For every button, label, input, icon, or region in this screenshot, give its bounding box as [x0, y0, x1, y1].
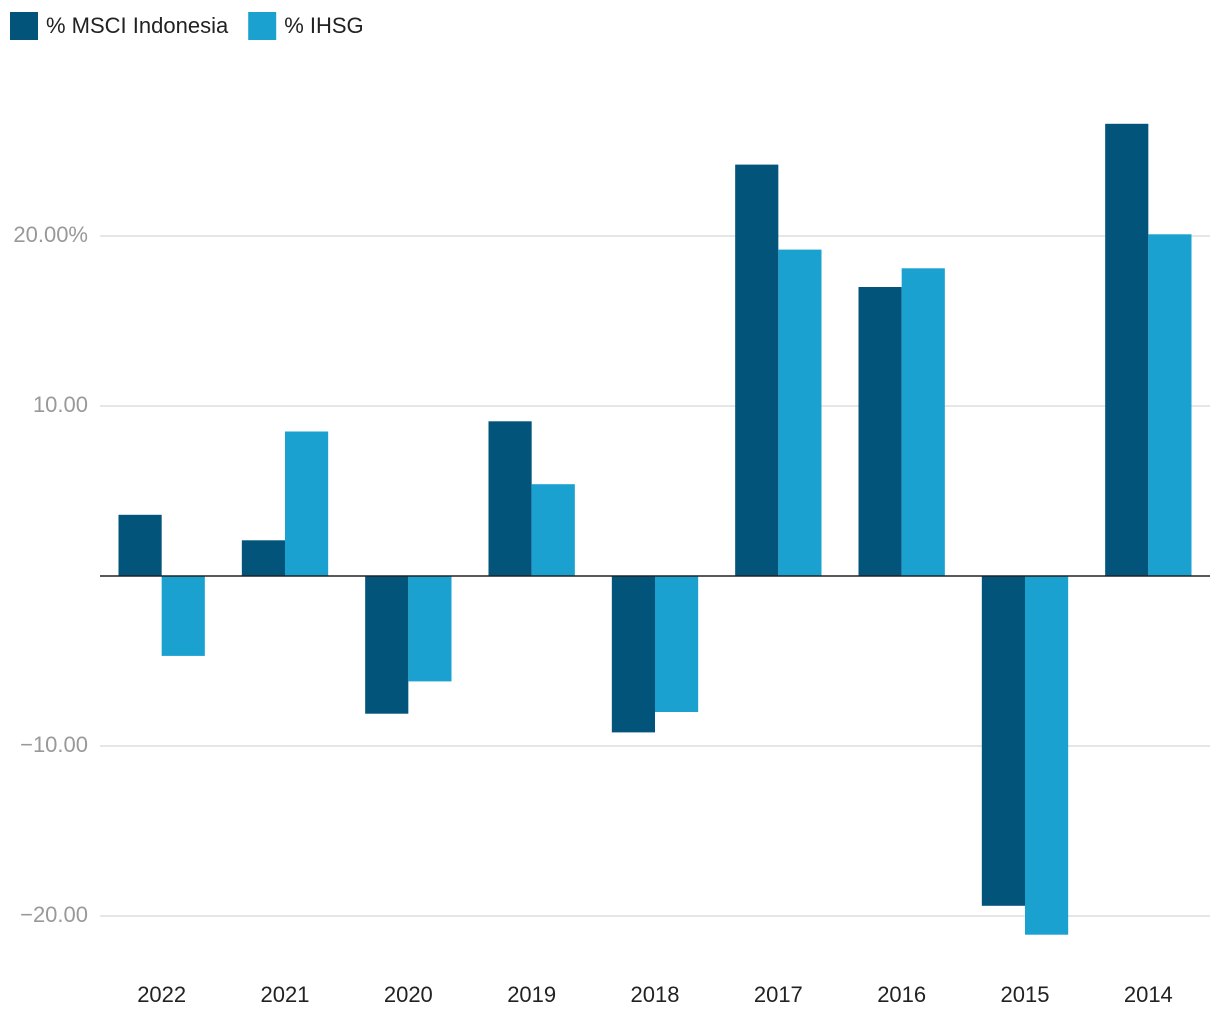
- y-tick-label: 20.00%: [13, 222, 88, 247]
- bar: [488, 421, 532, 576]
- bar: [655, 576, 699, 712]
- bar: [981, 576, 1025, 906]
- y-tick-label: 10.00: [33, 392, 88, 417]
- bar: [408, 576, 452, 682]
- x-tick-label: 2016: [877, 982, 926, 1007]
- x-tick-label: 2017: [754, 982, 803, 1007]
- legend-label: % IHSG: [284, 13, 363, 38]
- x-tick-label: 2018: [631, 982, 680, 1007]
- x-tick-label: 2015: [1001, 982, 1050, 1007]
- legend-swatch: [248, 12, 277, 40]
- bar: [365, 576, 409, 714]
- bar: [1105, 123, 1149, 577]
- x-tick-label: 2020: [384, 982, 433, 1007]
- bar: [161, 576, 205, 656]
- bar: [611, 576, 655, 733]
- bar: [531, 484, 575, 576]
- bar: [1025, 576, 1069, 935]
- bar: [901, 268, 945, 576]
- bar: [241, 540, 285, 576]
- y-tick-label: −20.00: [20, 902, 88, 927]
- legend-label: % MSCI Indonesia: [46, 13, 229, 38]
- y-tick-label: −10.00: [20, 732, 88, 757]
- bar: [778, 249, 822, 576]
- legend-swatch: [10, 12, 38, 40]
- x-tick-label: 2022: [137, 982, 186, 1007]
- x-tick-label: 2021: [261, 982, 310, 1007]
- bar: [735, 164, 779, 576]
- bar: [118, 514, 162, 576]
- bar: [1148, 234, 1192, 577]
- x-tick-label: 2019: [507, 982, 556, 1007]
- bar: [858, 287, 902, 576]
- bar: [285, 431, 329, 576]
- x-tick-label: 2014: [1124, 982, 1173, 1007]
